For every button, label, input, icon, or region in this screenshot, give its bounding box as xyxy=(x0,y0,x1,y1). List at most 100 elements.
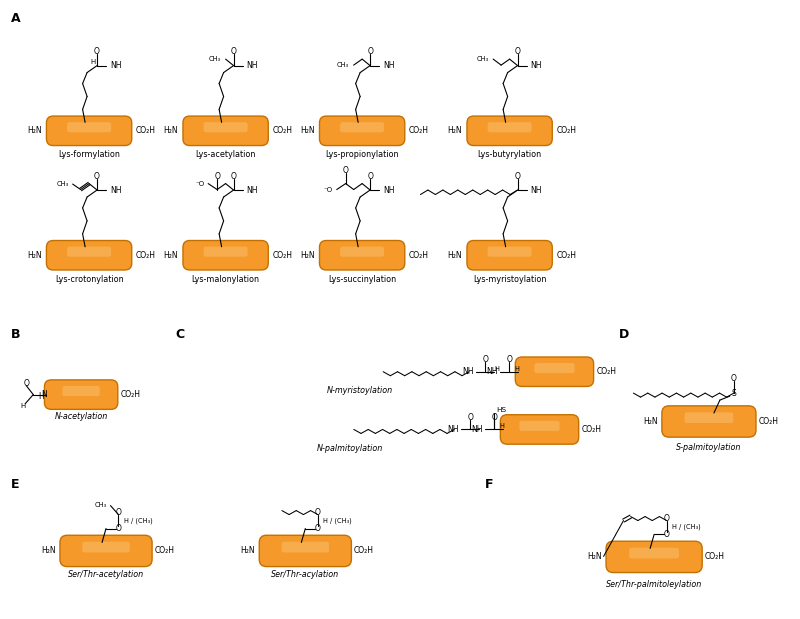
Text: O: O xyxy=(94,171,100,181)
Text: N-palmitoylation: N-palmitoylation xyxy=(317,444,383,453)
Text: O: O xyxy=(514,171,521,181)
Text: D: D xyxy=(619,329,630,342)
Text: CO₂H: CO₂H xyxy=(273,126,293,136)
Text: NH: NH xyxy=(462,367,474,376)
Text: Lys-myristoylation: Lys-myristoylation xyxy=(473,275,546,284)
Text: O: O xyxy=(731,374,737,383)
Text: O: O xyxy=(514,47,521,56)
FancyBboxPatch shape xyxy=(685,412,734,423)
Text: Lys-succinylation: Lys-succinylation xyxy=(328,275,396,284)
Text: NH: NH xyxy=(246,61,258,70)
FancyBboxPatch shape xyxy=(515,357,594,386)
Text: O: O xyxy=(367,171,373,181)
Text: CH₃: CH₃ xyxy=(337,62,349,68)
Text: CO₂H: CO₂H xyxy=(155,547,175,555)
Text: H₂N: H₂N xyxy=(300,251,314,260)
Text: Ser/Thr-acetylation: Ser/Thr-acetylation xyxy=(68,570,144,579)
Text: CO₂H: CO₂H xyxy=(121,390,141,399)
Text: CO₂H: CO₂H xyxy=(409,251,429,260)
Text: H: H xyxy=(514,366,519,372)
FancyBboxPatch shape xyxy=(534,363,574,373)
Text: H₂N: H₂N xyxy=(27,251,42,260)
Text: H₂N: H₂N xyxy=(27,126,42,136)
FancyBboxPatch shape xyxy=(340,246,384,257)
FancyBboxPatch shape xyxy=(204,246,247,257)
Text: H₂N: H₂N xyxy=(240,547,255,555)
FancyBboxPatch shape xyxy=(319,116,405,145)
FancyBboxPatch shape xyxy=(662,406,756,437)
Text: CO₂H: CO₂H xyxy=(597,367,617,376)
Text: NH: NH xyxy=(383,61,394,70)
Text: CH₃: CH₃ xyxy=(95,502,107,508)
Text: O: O xyxy=(467,412,473,422)
Text: Lys-crotonylation: Lys-crotonylation xyxy=(54,275,123,284)
Text: O: O xyxy=(230,47,237,56)
FancyBboxPatch shape xyxy=(340,122,384,132)
Text: CH₃: CH₃ xyxy=(57,181,69,187)
Text: CO₂H: CO₂H xyxy=(354,547,374,555)
Text: NH: NH xyxy=(471,425,482,434)
Text: H / (CH₃): H / (CH₃) xyxy=(323,517,352,524)
Text: N-acetylation: N-acetylation xyxy=(54,412,108,421)
Text: Lys-malonylation: Lys-malonylation xyxy=(192,275,260,284)
Text: H₂N: H₂N xyxy=(41,547,55,555)
Text: CO₂H: CO₂H xyxy=(557,251,577,260)
FancyBboxPatch shape xyxy=(45,380,118,409)
Text: H₂N: H₂N xyxy=(643,417,658,426)
Text: N: N xyxy=(42,390,47,399)
Text: C: C xyxy=(176,329,185,342)
Text: B: B xyxy=(11,329,21,342)
Text: H₂N: H₂N xyxy=(163,126,178,136)
Text: H: H xyxy=(38,392,44,401)
Text: CO₂H: CO₂H xyxy=(409,126,429,136)
Text: CH₃: CH₃ xyxy=(209,56,221,62)
Text: O: O xyxy=(506,355,512,364)
Text: O: O xyxy=(491,412,497,422)
Text: H: H xyxy=(21,403,26,409)
Text: NH: NH xyxy=(486,367,498,376)
Text: S-palmitoylation: S-palmitoylation xyxy=(676,443,742,452)
Text: O: O xyxy=(664,514,670,522)
FancyBboxPatch shape xyxy=(630,548,679,558)
Text: H₂N: H₂N xyxy=(447,251,462,260)
FancyBboxPatch shape xyxy=(467,116,552,145)
Text: S: S xyxy=(731,389,736,397)
FancyBboxPatch shape xyxy=(488,122,531,132)
Text: O: O xyxy=(315,508,321,517)
Text: E: E xyxy=(11,478,20,491)
Text: ⁻O: ⁻O xyxy=(195,181,204,186)
Text: N-myristoylation: N-myristoylation xyxy=(327,386,394,395)
Text: CO₂H: CO₂H xyxy=(136,126,156,136)
Text: O: O xyxy=(367,47,373,56)
Text: NH: NH xyxy=(447,425,458,434)
Text: H: H xyxy=(500,423,505,430)
Text: Lys-formylation: Lys-formylation xyxy=(58,150,120,159)
Text: O: O xyxy=(664,530,670,539)
FancyBboxPatch shape xyxy=(282,542,329,552)
Text: Lys-butyrylation: Lys-butyrylation xyxy=(478,150,542,159)
Text: NH: NH xyxy=(246,186,258,194)
Text: NH: NH xyxy=(530,186,542,194)
FancyBboxPatch shape xyxy=(82,542,130,552)
FancyBboxPatch shape xyxy=(67,122,111,132)
FancyBboxPatch shape xyxy=(500,415,578,444)
Text: H₂N: H₂N xyxy=(163,251,178,260)
Text: HS: HS xyxy=(496,407,506,412)
Text: O: O xyxy=(315,524,321,533)
FancyBboxPatch shape xyxy=(62,386,100,396)
FancyBboxPatch shape xyxy=(46,116,132,145)
Text: F: F xyxy=(485,478,494,491)
FancyBboxPatch shape xyxy=(319,241,405,270)
Text: CH₃: CH₃ xyxy=(477,56,489,62)
FancyBboxPatch shape xyxy=(67,246,111,257)
Text: H: H xyxy=(494,366,499,372)
Text: NH: NH xyxy=(110,61,122,70)
Text: O: O xyxy=(214,171,220,181)
Text: CO₂H: CO₂H xyxy=(557,126,577,136)
Text: O: O xyxy=(115,524,122,533)
Text: NH: NH xyxy=(530,61,542,70)
FancyBboxPatch shape xyxy=(488,246,531,257)
FancyBboxPatch shape xyxy=(467,241,552,270)
Text: CO₂H: CO₂H xyxy=(273,251,293,260)
FancyBboxPatch shape xyxy=(606,541,702,573)
